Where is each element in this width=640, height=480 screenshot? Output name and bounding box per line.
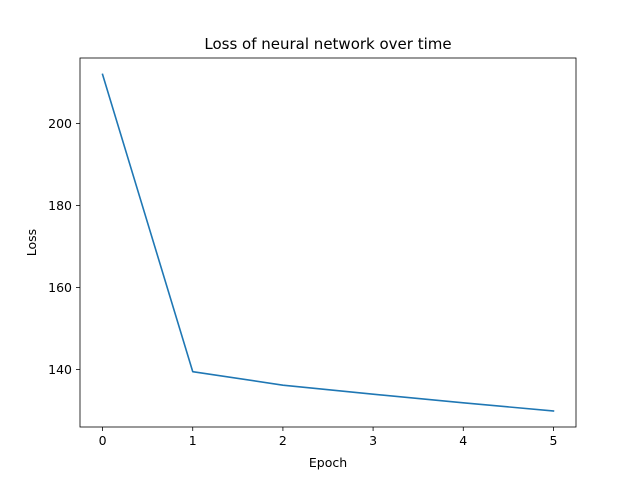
y-tick-label: 140 — [48, 362, 72, 377]
y-tick-label: 180 — [48, 198, 72, 213]
y-tick-label: 200 — [48, 116, 72, 131]
plot-area: 0 1 2 3 4 5 140 160 180 200 — [48, 73, 557, 448]
x-tick-label: 5 — [549, 433, 557, 448]
x-axis-title: Epoch — [309, 455, 347, 470]
x-tick-label: 1 — [189, 433, 197, 448]
x-tick-label: 3 — [369, 433, 377, 448]
x-tick-label: 0 — [99, 433, 107, 448]
y-axis-title: Loss — [24, 229, 39, 256]
x-tick-label: 4 — [459, 433, 467, 448]
loss-series-line — [101, 73, 555, 412]
x-tick-label: 2 — [279, 433, 287, 448]
y-tick-label: 160 — [48, 280, 72, 295]
axes-frame — [79, 57, 577, 428]
chart-title: Loss of neural network over time — [204, 35, 451, 53]
